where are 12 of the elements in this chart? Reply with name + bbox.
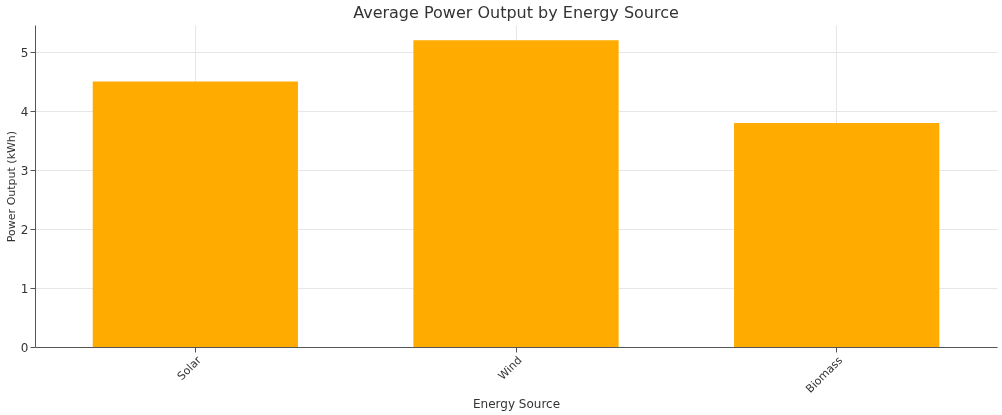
y-tick-label: 4 bbox=[20, 104, 29, 119]
y-tick-label: 2 bbox=[20, 222, 29, 237]
chart-title: Average Power Output by Energy Source bbox=[353, 3, 679, 22]
y-tick-label: 3 bbox=[20, 163, 29, 178]
y-tick-label: 0 bbox=[20, 340, 29, 355]
y-tick-label: 5 bbox=[20, 45, 29, 60]
bar bbox=[413, 40, 619, 347]
y-axis-title: Power Output (kWh) bbox=[4, 130, 18, 243]
y-tick-label: 1 bbox=[20, 281, 29, 296]
bar bbox=[92, 81, 298, 347]
bar bbox=[734, 122, 940, 347]
x-axis-title: Energy Source bbox=[472, 396, 561, 411]
